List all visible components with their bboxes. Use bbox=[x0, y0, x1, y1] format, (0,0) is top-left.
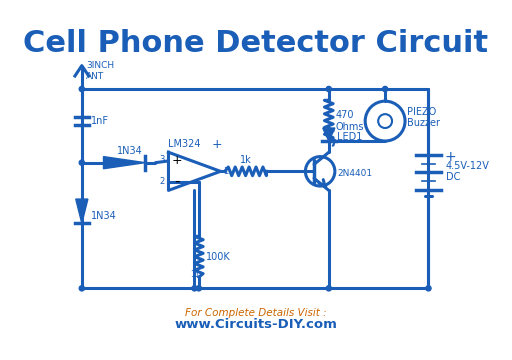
Text: For Complete Details Visit :: For Complete Details Visit : bbox=[185, 307, 327, 318]
Circle shape bbox=[326, 86, 331, 91]
Text: 11: 11 bbox=[190, 270, 199, 279]
Circle shape bbox=[79, 160, 84, 165]
Text: 470
Ohms: 470 Ohms bbox=[336, 110, 364, 132]
Text: +: + bbox=[211, 138, 222, 151]
Circle shape bbox=[192, 286, 197, 291]
Text: 1: 1 bbox=[223, 167, 228, 176]
Text: 1N34: 1N34 bbox=[91, 211, 116, 221]
Text: 2: 2 bbox=[160, 177, 165, 186]
Text: 1N34: 1N34 bbox=[117, 147, 142, 156]
Text: 3: 3 bbox=[160, 155, 165, 164]
Text: Cell Phone Detector Circuit: Cell Phone Detector Circuit bbox=[24, 28, 488, 58]
Circle shape bbox=[79, 86, 84, 91]
Text: LM324: LM324 bbox=[168, 139, 200, 149]
Text: 2N4401: 2N4401 bbox=[337, 170, 373, 179]
Text: 4.5V-12V
DC: 4.5V-12V DC bbox=[446, 161, 489, 182]
Circle shape bbox=[382, 86, 388, 91]
Polygon shape bbox=[168, 152, 221, 190]
Text: 3INCH
ANT: 3INCH ANT bbox=[86, 61, 114, 81]
Text: 1k: 1k bbox=[240, 155, 251, 165]
Polygon shape bbox=[76, 199, 88, 223]
Text: -: - bbox=[175, 174, 180, 188]
Text: +: + bbox=[172, 154, 182, 167]
Circle shape bbox=[79, 286, 84, 291]
Text: www.Circuits-DIY.com: www.Circuits-DIY.com bbox=[175, 318, 337, 331]
Text: PIEZO
Buzzer: PIEZO Buzzer bbox=[407, 107, 440, 129]
Circle shape bbox=[426, 286, 431, 291]
Text: 100K: 100K bbox=[206, 252, 230, 262]
Text: 1nF: 1nF bbox=[91, 116, 109, 126]
Text: +: + bbox=[444, 150, 456, 163]
Circle shape bbox=[326, 286, 331, 291]
Polygon shape bbox=[323, 128, 335, 141]
Circle shape bbox=[196, 286, 201, 291]
Polygon shape bbox=[103, 157, 145, 169]
Text: LED1: LED1 bbox=[337, 132, 363, 142]
